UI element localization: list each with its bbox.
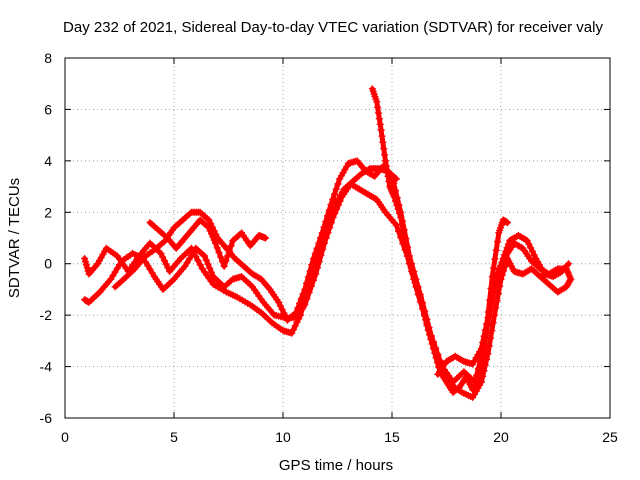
y-tick-label: 2 [44, 204, 52, 220]
y-tick-label: -2 [40, 307, 53, 323]
plus-markers [146, 216, 270, 270]
axis-ticks: 0 5 10 15 20 25 -6 -4 -2 0 2 4 6 8 [40, 50, 618, 445]
y-tick-label: -4 [40, 359, 53, 375]
x-tick-label: 25 [602, 429, 618, 445]
series-track-6 [434, 239, 575, 378]
y-axis-label: SDTVAR / TECUs [6, 178, 23, 298]
y-tick-label: 4 [44, 153, 52, 169]
plus-markers [434, 239, 575, 378]
x-tick-label: 15 [384, 429, 400, 445]
x-tick-label: 5 [170, 429, 178, 445]
chart-title: Day 232 of 2021, Sidereal Day-to-day VTE… [63, 19, 603, 36]
plot-frame [64, 57, 611, 419]
y-tick-label: 8 [44, 50, 52, 66]
y-tick-label: 6 [44, 101, 52, 117]
x-axis-label: GPS time / hours [279, 457, 393, 474]
data-points [81, 85, 575, 401]
series-track-4 [146, 216, 270, 270]
x-tick-label: 10 [275, 429, 291, 445]
x-tick-label: 20 [493, 429, 509, 445]
x-tick-label: 0 [61, 429, 69, 445]
y-tick-label: -6 [40, 410, 53, 426]
y-tick-label: 0 [44, 256, 52, 272]
plus-markers [368, 85, 512, 396]
